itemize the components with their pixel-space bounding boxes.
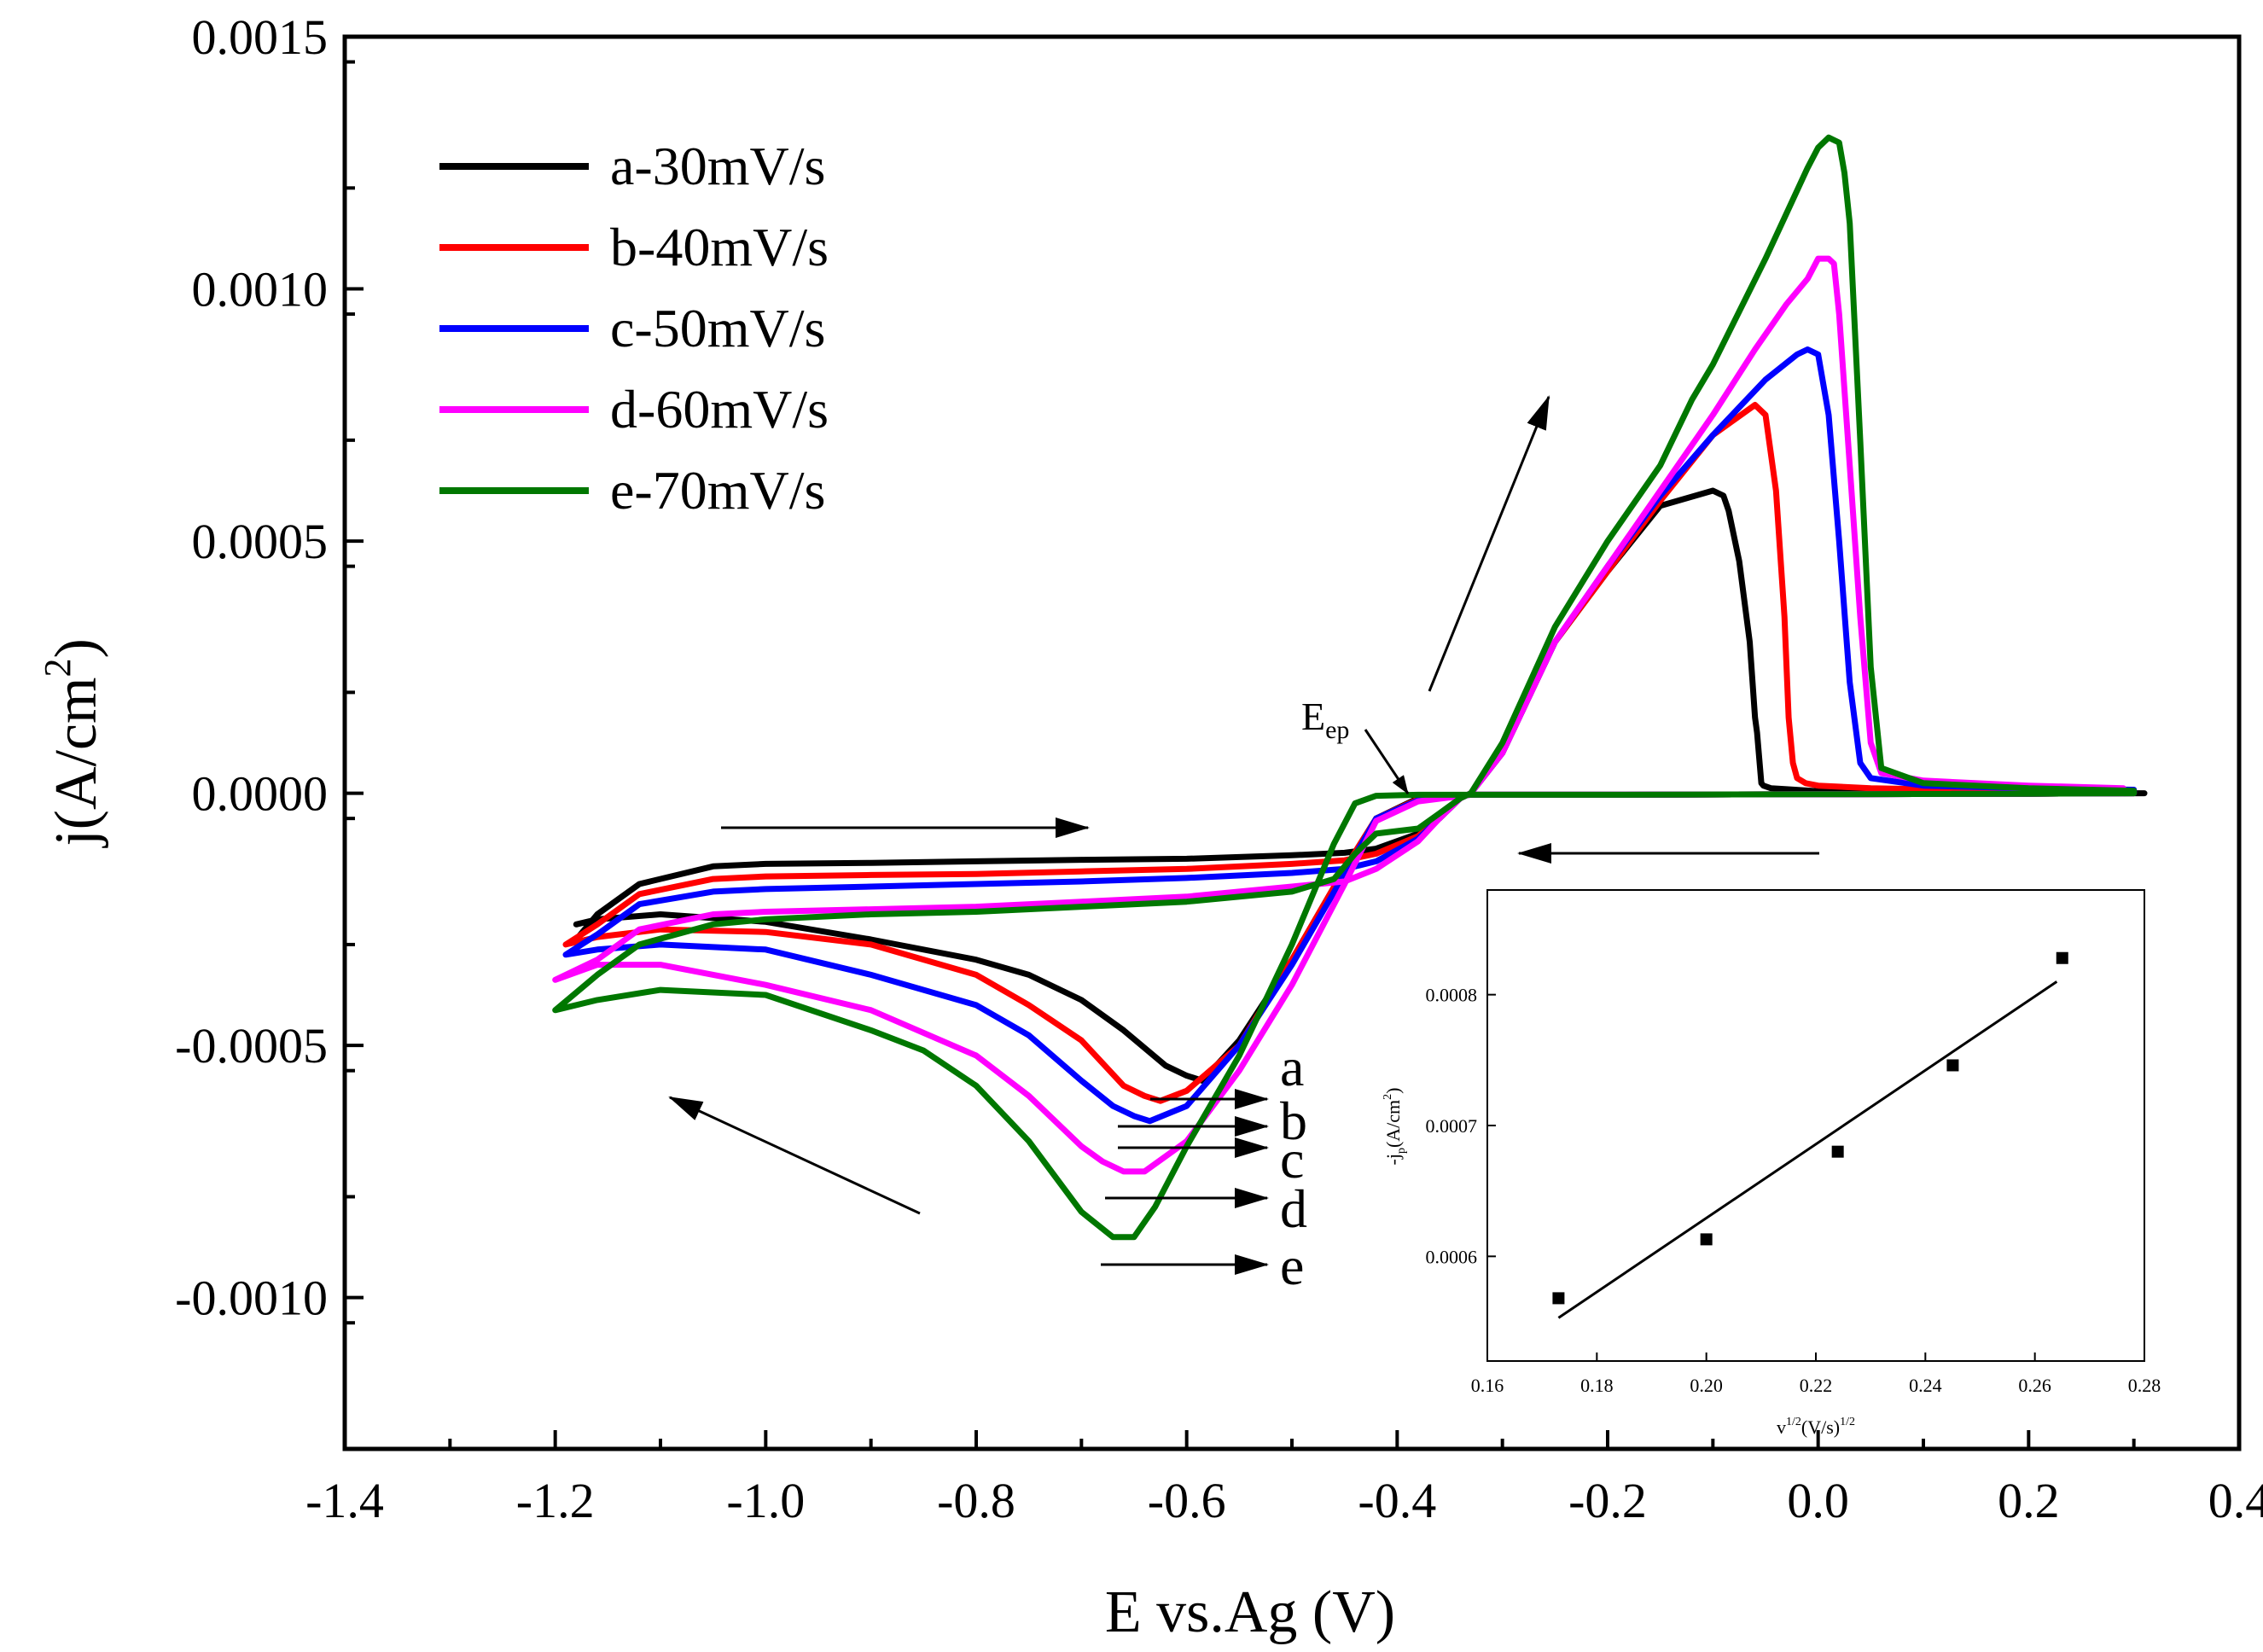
inset-x-axis-title: v1/2(V/s)1/2 [1777,1416,1855,1438]
inset-data-point [1831,1145,1844,1158]
peak-label-d: d [1280,1178,1307,1239]
series-line-e [552,134,2138,1241]
series-line-c [562,346,2138,1125]
inset-x-tick-label: 0.24 [1909,1375,1942,1396]
inset-x-tick-label: 0.16 [1471,1375,1504,1396]
inset-data-point [1552,1292,1565,1305]
peak-label-c: c [1280,1129,1304,1190]
inset-points [1552,951,2068,1305]
main-x-tick-label: -1.0 [726,1473,805,1528]
inset-y-tick-label: 0.0006 [1426,1246,1478,1267]
inset-x-tick-label: 0.22 [1800,1375,1833,1396]
inset-data-point [1700,1233,1713,1246]
main-x-tick-label: -0.4 [1358,1473,1436,1528]
legend-label-b: b-40mV/s [610,217,829,277]
main-x-tick-label: 0.0 [1787,1473,1849,1528]
inset-x-tick-label: 0.18 [1580,1375,1614,1396]
main-x-tick-label: 0.4 [2208,1473,2263,1528]
inset-fit-line [1557,980,2058,1319]
main-y-tick-label: 0.0000 [192,766,329,822]
legend-label-a: a-30mV/s [610,136,825,196]
inset-y-tick-label: 0.0008 [1426,985,1478,1006]
main-y-tick-label: 0.0015 [192,9,329,65]
inset-data-point [1946,1059,1959,1072]
peak-labels: a b c d e [1101,1037,1307,1296]
legend: a-30mV/s b-40mV/s c-50mV/s d-60mV/s e-70… [439,136,829,521]
inset-data-point [2056,951,2068,964]
main-y-axis-title: j(A/cm2) [37,638,109,849]
main-x-tick-label: -0.6 [1148,1473,1226,1528]
main-x-axis-title: E vs.Ag (V) [1105,1579,1395,1645]
scan-direction-arrow-anodic [1428,395,1550,692]
inset-y-tick-label: 0.0007 [1426,1115,1478,1137]
legend-label-d: d-60mV/s [610,379,829,439]
inset-plot-frame [1486,889,2145,1362]
main-axes: -1.4 -1.2 -1.0 -0.8 -0.6 -0.4 -0.2 0.0 0.2 0.4 0.0… [175,9,2263,1528]
main-y-tick-label: 0.0010 [192,262,329,317]
legend-label-e: e-70mV/s [610,460,825,521]
inset-axes: 0.16 0.18 0.20 0.22 0.24 0.26 0.28 0.0006 0.0007… [1426,985,2161,1396]
inset-x-tick-label: 0.20 [1690,1375,1723,1396]
peak-label-e: e [1280,1236,1304,1296]
peak-label-a: a [1280,1037,1304,1097]
scan-direction-arrow-cathodic [668,1096,921,1215]
eep-label: Eep [1301,695,1349,744]
main-y-tick-label: -0.0010 [175,1271,328,1326]
main-y-tick-label: 0.0005 [192,514,329,569]
inset-x-tick-label: 0.28 [2128,1375,2161,1396]
main-y-tick-label: -0.0005 [175,1018,328,1073]
inset-chart: 0.16 0.18 0.20 0.22 0.24 0.26 0.28 0.0006 0.0007… [1382,889,2161,1438]
inset-x-tick-label: 0.26 [2018,1375,2051,1396]
main-x-tick-label: -1.4 [305,1473,384,1528]
main-series [552,134,2148,1241]
main-x-tick-label: -0.8 [937,1473,1015,1528]
series-line-a [573,487,2148,1084]
peak-label-b: b [1280,1091,1307,1151]
legend-label-c: c-50mV/s [610,298,825,358]
main-x-tick-label: -0.2 [1568,1473,1647,1528]
eep-pointer-arrow [1364,729,1410,794]
main-x-tick-label: 0.2 [1998,1473,2060,1528]
inset-y-axis-title: -jp(A/cm2) [1382,1088,1408,1166]
series-line-b [562,402,2138,1104]
main-x-tick-label: -1.2 [516,1473,595,1528]
